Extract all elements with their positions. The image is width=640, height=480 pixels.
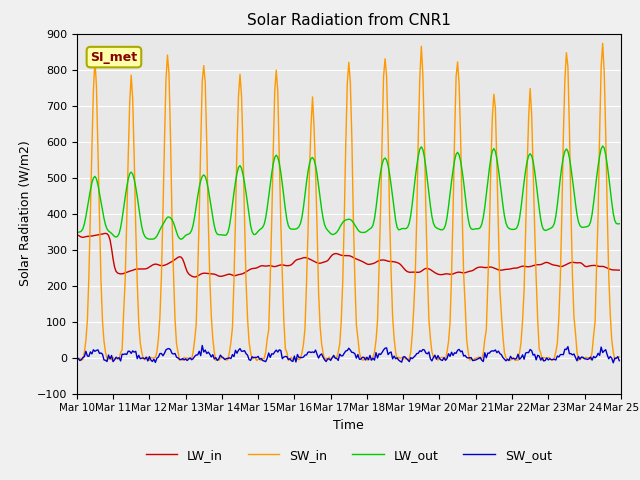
SW_in xyxy=(73,356,81,362)
SW_out xyxy=(236,346,244,351)
LW_out xyxy=(312,162,319,168)
LW_out xyxy=(587,219,595,225)
LW_out xyxy=(254,228,262,234)
SW_out xyxy=(609,360,617,366)
LW_out xyxy=(140,230,147,236)
SW_out xyxy=(312,347,319,353)
LW_in xyxy=(141,266,148,272)
SW_out xyxy=(254,353,262,359)
LW_in xyxy=(73,232,81,238)
LW_in xyxy=(256,264,264,269)
LW_in xyxy=(265,263,273,269)
Legend: LW_in, SW_in, LW_out, SW_out: LW_in, SW_in, LW_out, SW_out xyxy=(141,444,557,467)
SW_in xyxy=(140,356,147,361)
LW_in xyxy=(588,263,596,268)
SW_in xyxy=(616,354,623,360)
LW_out xyxy=(73,229,81,235)
LW_in xyxy=(616,267,623,273)
X-axis label: Time: Time xyxy=(333,419,364,432)
LW_out xyxy=(616,221,623,227)
SW_in xyxy=(145,358,153,363)
SW_out xyxy=(198,343,206,348)
SW_in xyxy=(587,357,595,362)
LW_out xyxy=(264,205,271,211)
LW_out xyxy=(236,163,244,168)
Line: SW_in: SW_in xyxy=(77,43,620,360)
SW_out xyxy=(73,357,81,362)
LW_out xyxy=(177,236,185,242)
SW_out xyxy=(616,358,623,363)
Line: LW_out: LW_out xyxy=(77,146,620,239)
SW_out xyxy=(140,355,147,361)
Text: SI_met: SI_met xyxy=(90,50,138,63)
Line: SW_out: SW_out xyxy=(77,346,620,363)
SW_in xyxy=(254,357,262,362)
SW_in xyxy=(599,40,607,46)
Y-axis label: Solar Radiation (W/m2): Solar Radiation (W/m2) xyxy=(18,141,31,287)
SW_out xyxy=(587,354,595,360)
SW_in xyxy=(236,72,244,77)
LW_out xyxy=(599,143,607,149)
SW_in xyxy=(312,168,319,174)
LW_in xyxy=(313,260,321,265)
LW_in xyxy=(237,271,245,277)
LW_in xyxy=(191,274,198,280)
Title: Solar Radiation from CNR1: Solar Radiation from CNR1 xyxy=(247,13,451,28)
SW_in xyxy=(264,336,271,342)
LW_in xyxy=(102,230,109,236)
SW_out xyxy=(264,355,271,361)
Line: LW_in: LW_in xyxy=(77,233,620,277)
